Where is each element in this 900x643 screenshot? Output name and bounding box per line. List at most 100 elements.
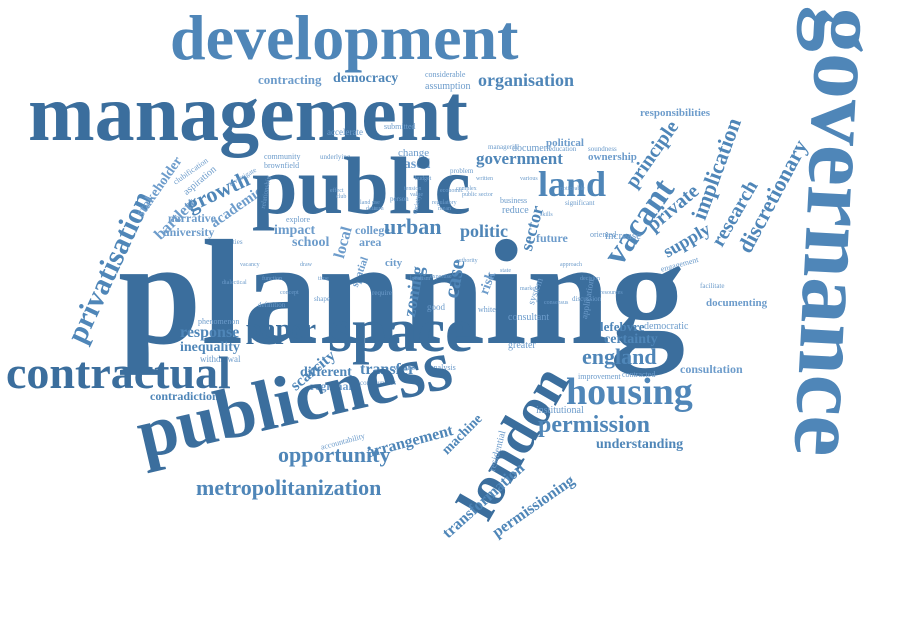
word-certainty: certainty (604, 332, 658, 347)
word-consultant: consultant (508, 312, 550, 323)
word-england: england (582, 344, 657, 369)
word-function: function (262, 276, 282, 282)
word-institutional: institutional (536, 405, 584, 416)
word-significant: significant (565, 199, 595, 207)
word-time: time (318, 276, 329, 282)
word-inequality: inequality (180, 340, 240, 355)
word-governance: governance (774, 4, 900, 460)
word-public-sector: public sector (462, 192, 493, 198)
word-value: value (410, 192, 423, 198)
word-democracy: democracy (333, 71, 399, 86)
word-land-use: land use (360, 200, 380, 206)
word-various: various (520, 176, 538, 182)
word-space: space (328, 297, 473, 365)
word-permission: permission (538, 412, 651, 438)
word-greater: greater (508, 340, 536, 351)
word-budget: budget (415, 176, 432, 182)
word-resources: resources (600, 290, 623, 296)
word-accelerate: accelerate (327, 127, 363, 137)
word-opportunity: opportunity (278, 442, 391, 467)
word-housing: housing (566, 371, 693, 413)
word-phenomenon: phenomenon (198, 317, 240, 326)
word-contracting: contracting (258, 72, 322, 87)
word-submitted: submitted (384, 122, 416, 131)
word-contractual: contractual (6, 347, 231, 398)
word-future: future (536, 231, 568, 245)
word-soundness: soundness (588, 145, 617, 153)
word-mean: mean (438, 206, 451, 212)
word-development: development (170, 2, 519, 73)
word-different: different (300, 365, 352, 380)
word-political: political (546, 137, 584, 149)
word-decision: decision (580, 276, 600, 282)
word-organisation: organisation (478, 70, 575, 90)
word-oriented: oriented (590, 230, 617, 239)
word-public: public (252, 140, 471, 231)
word-problem: problem (450, 167, 474, 175)
word-change: change (398, 147, 430, 159)
word-government: government (476, 149, 563, 168)
word-impact: impact (274, 223, 316, 238)
word-politic: politic (460, 221, 508, 241)
word-narrative: narrative (168, 211, 216, 225)
word-vacancy: vacancy (240, 262, 260, 268)
word-management: management (28, 70, 468, 158)
word-economic: economic (440, 188, 464, 194)
word-draw: draw (300, 262, 312, 268)
word-community: community (264, 152, 301, 161)
word-noticeable: noticeable (560, 186, 585, 192)
word-contradiction: contradiction (150, 389, 219, 403)
word-paper: paper (246, 314, 316, 345)
word-contracted: contracted (622, 370, 656, 379)
word-effect: effect (330, 188, 344, 194)
word-skills: skills (540, 212, 553, 218)
word-club: club (336, 194, 347, 200)
word-consultation: consultation (680, 362, 743, 376)
word-documenting: documenting (706, 297, 768, 309)
word-discussion: discussion (572, 295, 602, 303)
word-lefebvre: lefebvre (600, 319, 645, 334)
word-transfer: transfer (360, 361, 416, 378)
word-require: require (372, 289, 392, 297)
word-state: state (500, 268, 511, 274)
word-area: area (359, 235, 382, 249)
word-facilitate: facilitate (700, 282, 725, 290)
word-increase: increase (605, 230, 642, 242)
word-written: written (476, 176, 493, 182)
word-explore: explore (286, 215, 310, 224)
word-considerable: considerable (425, 70, 466, 79)
word-complex: complex (456, 186, 477, 192)
word-education: education (549, 145, 577, 153)
word-regional: regional (310, 379, 352, 393)
word-dialectical: dialectical (222, 280, 247, 286)
word-land: land (538, 164, 607, 204)
word-localism: localism (410, 276, 431, 282)
word-managerial: managerial (488, 143, 520, 151)
word-democratic: democratic (644, 321, 689, 332)
word-data: data (366, 206, 376, 212)
word-tension: tension (404, 186, 422, 192)
word-evidence: evidence (390, 363, 419, 372)
word-ownership: ownership (588, 151, 637, 163)
word-metropolitanization: metropolitanization (196, 475, 382, 500)
word-analysis: analysis (430, 363, 456, 372)
word-good: good (427, 302, 445, 312)
word-underlying: underlying (320, 153, 351, 161)
word-reduce: reduce (502, 205, 529, 216)
word-based: based (396, 157, 431, 172)
word-planning: planning (118, 210, 686, 376)
word-business: business (500, 196, 528, 205)
word-document: document (512, 143, 552, 154)
word-white: white (478, 305, 496, 314)
word-market: market (520, 286, 537, 292)
word-withdrawal: withdrawal (200, 354, 241, 364)
word-urban: urban (384, 214, 442, 239)
word-communities: communities (360, 379, 397, 387)
word-assumption: assumption (425, 81, 471, 92)
word-college: college (355, 223, 390, 237)
word-shape: shape (314, 295, 330, 303)
word-school: school (292, 235, 330, 250)
word-person: person (390, 195, 409, 203)
word-university: university (163, 225, 215, 239)
